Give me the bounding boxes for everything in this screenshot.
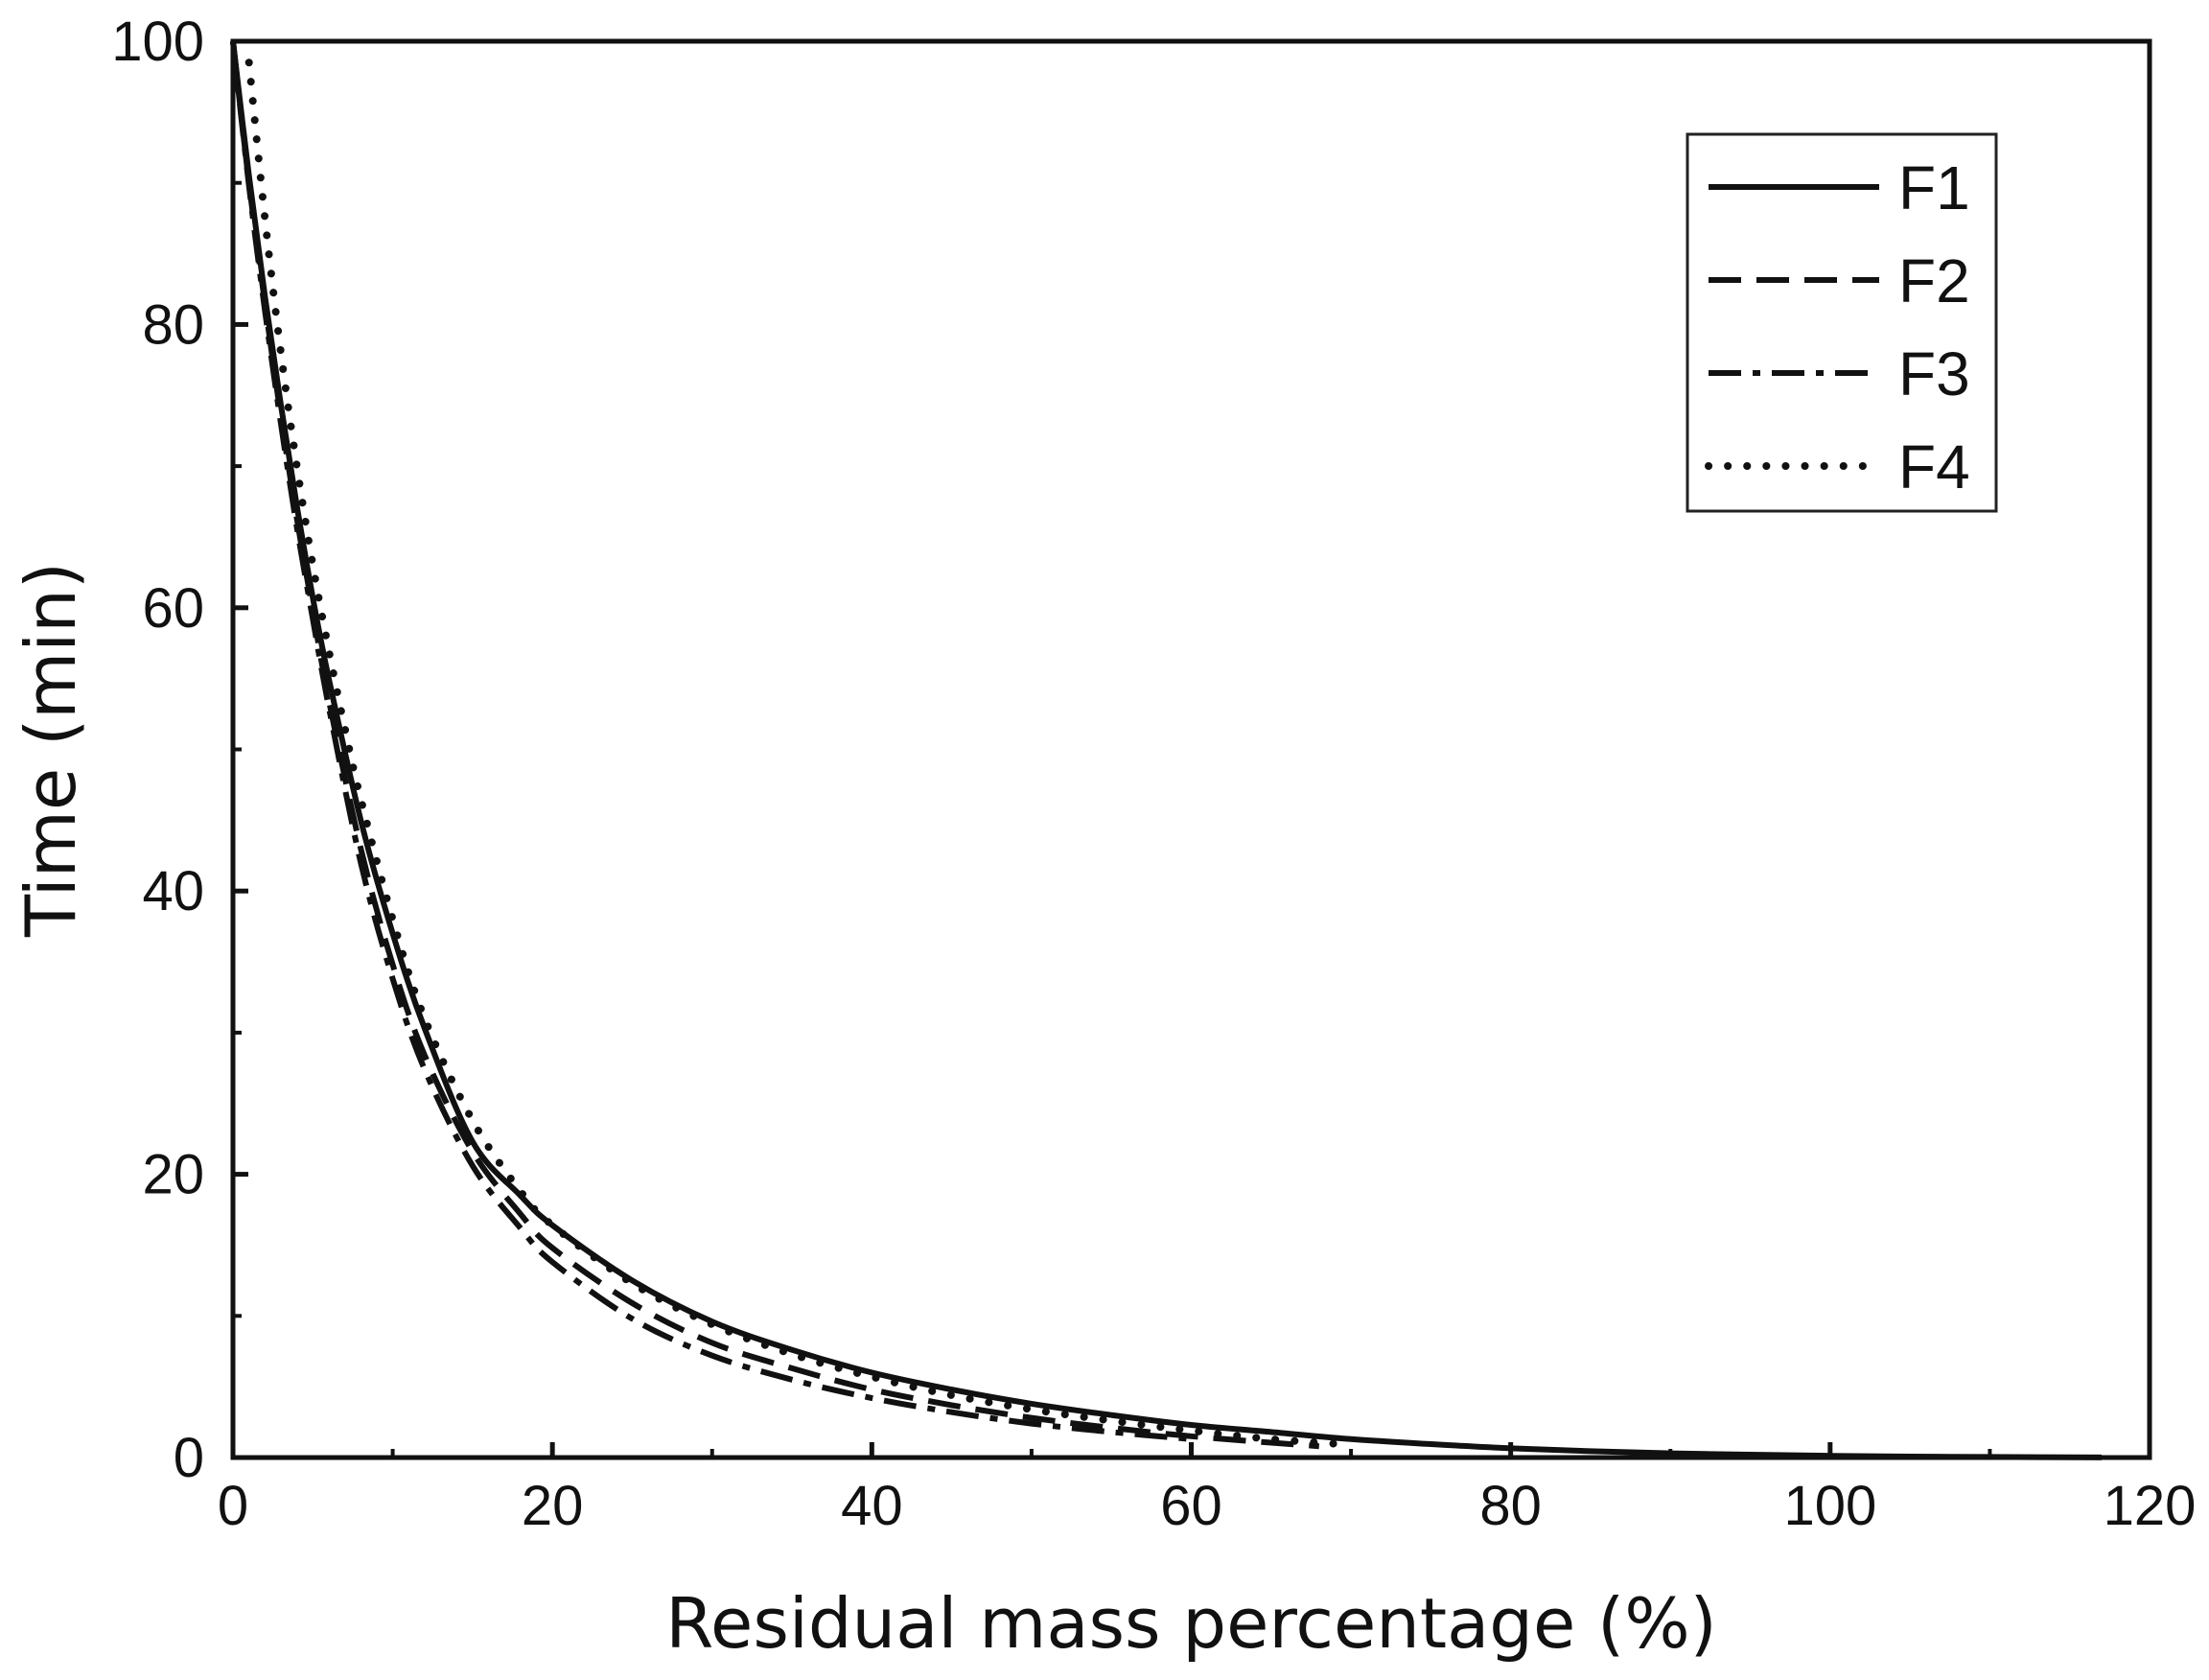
x-tick-label: 60: [1160, 1475, 1222, 1537]
legend-label-f2: F2: [1898, 246, 1970, 315]
x-tick-label: 80: [1479, 1475, 1542, 1537]
y-tick-label: 20: [142, 1144, 204, 1206]
legend-label-f1: F1: [1898, 153, 1970, 222]
x-tick-label: 120: [2104, 1475, 2197, 1537]
legend-label-f4: F4: [1898, 432, 1970, 502]
y-tick-label: 40: [142, 860, 204, 922]
y-tick-label: 100: [111, 11, 204, 73]
x-axis-label: Residual mass percentage (%): [665, 1583, 1717, 1664]
x-tick-label: 20: [522, 1475, 584, 1537]
legend-box: [1686, 132, 1998, 513]
series-line-f3: [230, 40, 1192, 1442]
series-line-f4: [244, 58, 1356, 1449]
legend: F1 F2 F3 F4: [1686, 132, 1998, 513]
y-tick-label: 0: [174, 1427, 204, 1489]
series-layer: [230, 40, 2103, 1460]
x-tick-label: 0: [218, 1475, 248, 1537]
ticks-layer: 0 20 40 60 80 100 120 0 20 40 60 80 100: [111, 11, 2196, 1537]
x-tick-label: 100: [1783, 1475, 1876, 1537]
x-tick-label: 40: [841, 1475, 903, 1537]
y-axis-label: Time (min): [11, 562, 91, 938]
y-tick-label: 60: [142, 577, 204, 640]
legend-label-f3: F3: [1898, 339, 1970, 408]
y-tick-label: 80: [142, 293, 204, 356]
